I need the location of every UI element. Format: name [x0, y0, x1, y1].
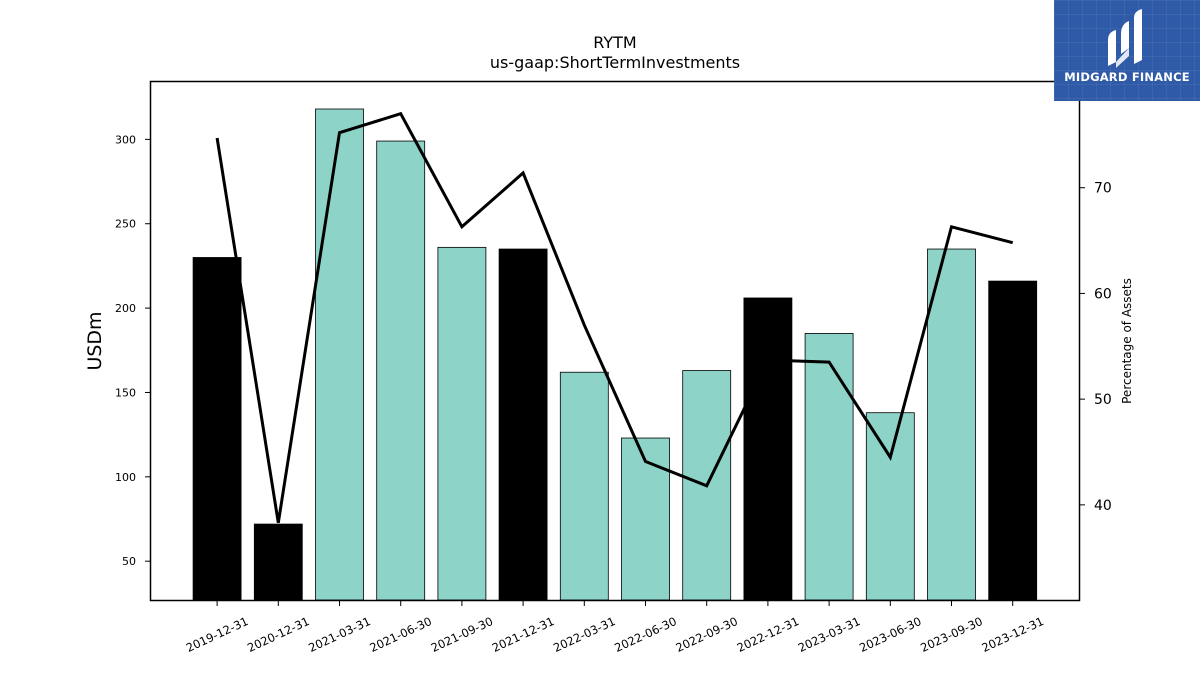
y2-tick-label: 50 — [1094, 392, 1112, 408]
bar-2021-09-30 — [437, 246, 487, 601]
x-tick-label: 2021-03-31 — [306, 614, 372, 655]
y-tick-label: 100 — [115, 471, 136, 484]
bar-2020-12-31 — [253, 523, 303, 601]
y2-axis-label: Percentage of Assets — [1120, 278, 1134, 404]
x-tick-label: 2021-09-30 — [429, 614, 495, 655]
y-tick-label: 150 — [115, 386, 136, 399]
y-tick-label: 50 — [122, 555, 136, 568]
x-tick-label: 2021-12-31 — [490, 614, 556, 655]
bar-2019-12-31 — [192, 257, 242, 601]
bar-2021-06-30 — [376, 140, 426, 601]
x-tick-label: 2022-09-30 — [673, 614, 739, 655]
x-axis: 2019-12-312020-12-312021-03-312021-06-30… — [184, 600, 1046, 655]
bar-2023-09-30 — [927, 248, 976, 601]
logo-mark-icon — [1108, 9, 1142, 68]
x-tick-label: 2023-09-30 — [918, 614, 984, 655]
y-axis: 50 100 150 200 250 300 — [115, 133, 151, 568]
x-tick-label: 2022-06-30 — [612, 614, 678, 655]
x-tick-label: 2020-12-31 — [245, 614, 311, 655]
y-tick-label: 250 — [115, 218, 136, 231]
y-tick-label: 300 — [115, 133, 136, 146]
y-axis-label: USDm — [84, 311, 106, 370]
plot-frame — [149, 80, 1081, 602]
x-tick-label: 2019-12-31 — [184, 614, 250, 655]
brand-logo: MIDGARD FINANCE — [1054, 0, 1200, 101]
y2-tick-label: 40 — [1094, 498, 1112, 514]
x-tick-label: 2023-03-31 — [796, 614, 862, 655]
bar-2023-03-31 — [804, 333, 854, 601]
x-tick-label: 2023-06-30 — [857, 614, 923, 655]
y2-tick-label: 60 — [1094, 286, 1112, 302]
x-tick-label: 2022-12-31 — [735, 614, 801, 655]
bar-2022-12-31 — [743, 297, 793, 601]
y2-tick-label: 70 — [1094, 181, 1112, 197]
bar-2022-03-31 — [559, 371, 609, 601]
logo-text: MIDGARD FINANCE — [1064, 70, 1190, 84]
pct-assets-line — [215, 111, 1014, 524]
chart-title: RYTM — [593, 33, 636, 52]
x-tick-label: 2022-03-31 — [551, 614, 617, 655]
line-series — [215, 111, 1014, 524]
y2-axis: 40 50 60 70 — [1079, 181, 1112, 514]
y-tick-label: 200 — [115, 302, 136, 315]
bar-2023-12-31 — [988, 280, 1038, 601]
x-tick-label: 2021-06-30 — [367, 614, 433, 655]
bar-2021-03-31 — [315, 108, 364, 601]
bar-2023-06-30 — [865, 412, 915, 601]
x-tick-label: 2023-12-31 — [979, 614, 1045, 655]
bar-series — [192, 108, 1038, 601]
bar-2022-06-30 — [621, 437, 670, 601]
bar-2021-12-31 — [498, 248, 548, 601]
chart-subtitle: us-gaap:ShortTermInvestments — [490, 53, 740, 72]
